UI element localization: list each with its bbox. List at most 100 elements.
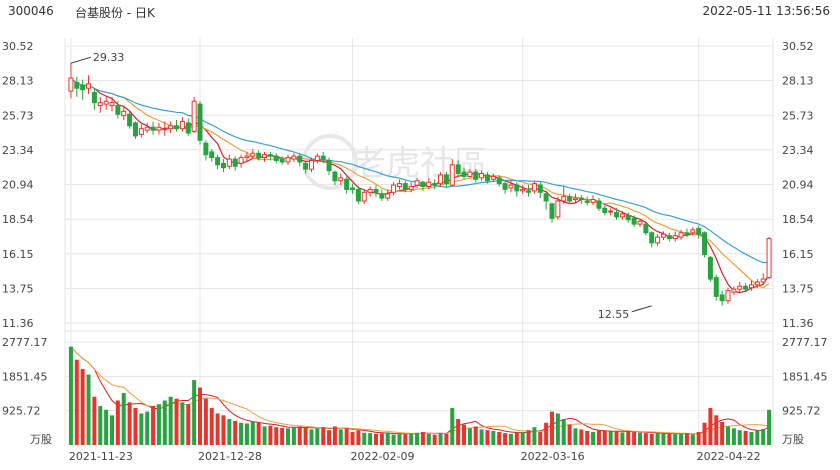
- candle-body: [479, 173, 485, 179]
- watermark-text: 老虎社區: [352, 144, 488, 184]
- candle-body: [174, 125, 180, 130]
- volume-tick-left: 1851.45: [2, 370, 48, 383]
- volume-bar: [690, 434, 695, 445]
- candle-body: [320, 155, 326, 160]
- volume-bar: [467, 428, 472, 445]
- volume-bar: [596, 430, 601, 445]
- volume-bar: [397, 433, 402, 445]
- volume-bar: [761, 429, 766, 445]
- volume-bar: [544, 422, 549, 445]
- volume-bar: [503, 433, 508, 445]
- candle-body: [326, 160, 332, 172]
- volume-bar: [655, 433, 660, 445]
- volume-bar: [309, 429, 314, 445]
- volume-bar: [350, 432, 355, 445]
- volume-bar: [726, 426, 730, 445]
- price-tick-left: 30.52: [2, 40, 34, 53]
- candle-body: [414, 180, 420, 186]
- volume-bar: [526, 430, 531, 445]
- ma20-line: [70, 77, 770, 264]
- price-tick-left: 20.94: [2, 179, 34, 192]
- candle-body: [80, 84, 86, 91]
- candle-body: [314, 155, 320, 162]
- volume-bar: [80, 368, 85, 445]
- volume-bar: [315, 428, 320, 445]
- candle-body: [643, 223, 649, 234]
- volume-bar: [731, 428, 736, 445]
- candle-body: [350, 187, 356, 190]
- candle-body: [496, 177, 502, 185]
- candle-body: [185, 122, 191, 134]
- candle-body: [420, 181, 426, 188]
- candle-body: [526, 190, 532, 193]
- candle-body: [660, 233, 666, 238]
- volume-bar: [567, 424, 572, 445]
- candle-body: [68, 77, 74, 92]
- candle-body: [156, 126, 162, 131]
- volume-bar: [332, 426, 337, 445]
- candle-body: [602, 207, 608, 214]
- volume-bar: [215, 413, 220, 445]
- candle-body: [138, 128, 144, 135]
- candle-body: [115, 105, 121, 115]
- candle-body: [625, 214, 631, 221]
- candle-body: [132, 122, 138, 137]
- volume-bar: [174, 398, 179, 445]
- price-tick-right: 28.13: [782, 75, 814, 88]
- volume-bar: [614, 431, 619, 445]
- candle-body: [743, 285, 749, 290]
- candle-body: [291, 155, 297, 160]
- candle-body: [197, 103, 203, 141]
- volume-bar: [262, 426, 267, 445]
- candle-body: [97, 102, 103, 107]
- candle-body: [215, 157, 221, 166]
- candle-body: [561, 196, 567, 202]
- watermark-logo: [302, 134, 358, 190]
- candle-body: [520, 188, 526, 192]
- candle-body: [502, 183, 508, 190]
- volume-bar: [479, 429, 484, 445]
- volume-bar: [151, 406, 156, 445]
- volume-bar: [156, 404, 161, 445]
- volume-bar: [133, 407, 138, 445]
- volume-bar: [661, 433, 666, 445]
- candle-body: [490, 175, 496, 180]
- candle-body: [449, 164, 455, 186]
- volume-bar: [385, 432, 390, 445]
- volume-bar: [286, 428, 290, 445]
- candle-body: [578, 197, 584, 201]
- candle-body: [250, 152, 256, 157]
- candle-body: [631, 217, 637, 225]
- volume-tick-right: 1851.45: [782, 370, 828, 383]
- volume-bar: [585, 430, 590, 445]
- volume-bar: [280, 427, 285, 445]
- volume-bar: [68, 346, 73, 445]
- candle-body: [649, 232, 655, 244]
- volume-bar: [649, 433, 654, 445]
- volume-bar: [244, 423, 249, 445]
- volume-bar: [239, 422, 244, 445]
- candle-body: [267, 154, 273, 157]
- candle-body: [690, 229, 696, 234]
- candle-body: [402, 183, 408, 190]
- volume-bar: [92, 396, 97, 445]
- candle-body: [619, 213, 625, 218]
- volume-bar: [297, 426, 302, 445]
- candle-body: [361, 191, 367, 202]
- volume-bar: [684, 433, 689, 445]
- x-tick-label: 2022-04-22: [697, 450, 761, 463]
- candle-body: [127, 113, 133, 127]
- x-tick-label: 2021-12-28: [198, 450, 262, 463]
- candle-body: [396, 183, 402, 188]
- volume-bar: [256, 422, 261, 445]
- volume-bar: [608, 431, 613, 445]
- candle-body: [338, 177, 344, 182]
- volume-bar: [538, 432, 543, 445]
- price-tick-right: 11.36: [782, 317, 814, 330]
- volume-bar: [514, 432, 519, 445]
- volume-bar: [714, 415, 719, 445]
- volume-bar: [338, 429, 343, 445]
- candle-body: [144, 126, 150, 131]
- candle-body: [162, 128, 168, 131]
- price-tick-right: 23.34: [782, 144, 814, 157]
